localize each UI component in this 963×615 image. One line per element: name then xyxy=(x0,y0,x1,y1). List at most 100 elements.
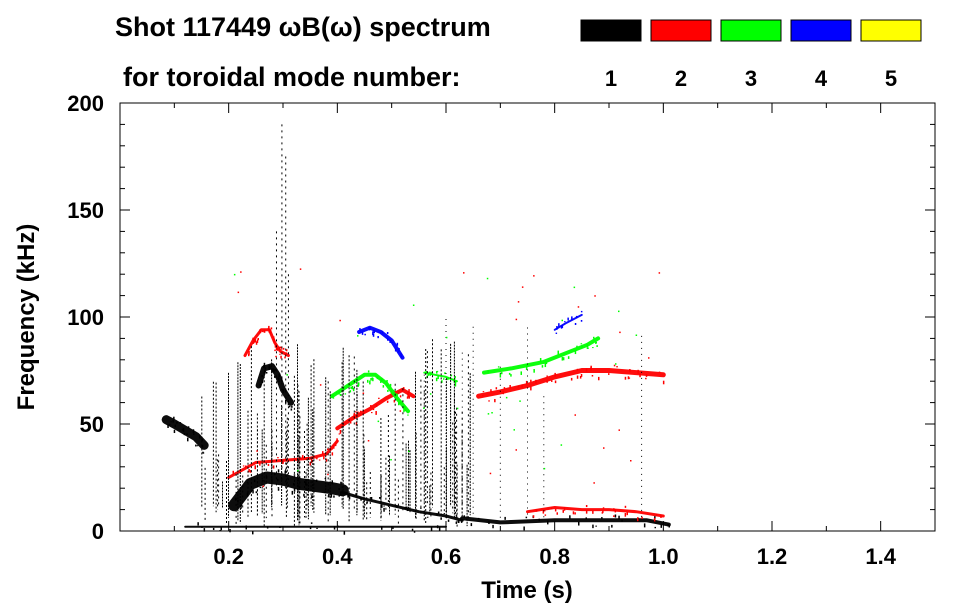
mode-1-speck xyxy=(455,521,458,524)
legend-label-5: 5 xyxy=(885,66,897,91)
mode-4-speck xyxy=(377,336,379,339)
mode-1-speck xyxy=(268,366,270,370)
mode-2-speck xyxy=(362,411,365,414)
scatter-dot xyxy=(399,410,402,412)
mode-4-feature xyxy=(357,325,405,360)
mode-2-speck xyxy=(535,509,538,512)
mode-2-speck xyxy=(253,338,255,343)
mode-2-speck xyxy=(309,461,312,466)
mode-1-speck xyxy=(331,483,334,485)
mode-4-speck xyxy=(372,331,374,336)
mode-1-speck xyxy=(436,525,439,529)
mode-1-speck xyxy=(492,524,494,529)
mode-1-speck xyxy=(183,433,186,436)
mode-1-speck xyxy=(265,372,268,374)
mode-2-speck xyxy=(272,465,275,469)
mode-3-speck xyxy=(454,376,456,379)
scatter-dot xyxy=(593,482,595,484)
mode-1-speck xyxy=(611,524,613,528)
mode-1-speck xyxy=(323,491,326,494)
mode-3-speck xyxy=(380,378,383,382)
mode-2-speck xyxy=(336,438,338,443)
scatter-dot xyxy=(327,448,329,450)
mode-2-speck xyxy=(259,329,261,333)
mode-2-speck xyxy=(407,392,409,396)
mode-2-speck xyxy=(386,400,389,403)
mode-2-speck xyxy=(248,469,250,473)
mode-1-speck xyxy=(274,375,276,378)
mode-2-speck xyxy=(590,367,592,371)
mode-1-speck xyxy=(668,525,670,528)
mode-1-speck xyxy=(280,377,283,382)
mode-1-speck xyxy=(252,530,254,535)
mode-2-speck xyxy=(645,374,648,377)
x-tick-label: 1.0 xyxy=(648,544,679,569)
scatter-dot xyxy=(515,318,518,321)
mode-3-speck xyxy=(382,385,385,388)
mode-2-speck xyxy=(637,369,639,374)
mode-2-speck xyxy=(353,412,356,416)
mode-1-feature xyxy=(161,415,209,454)
scatter-dot xyxy=(327,473,329,476)
mode-1-speck xyxy=(284,388,287,393)
mode-1-speck xyxy=(182,427,185,432)
legend-label-1: 1 xyxy=(605,66,617,91)
mode-2-speck xyxy=(269,330,272,332)
mode-1-speck xyxy=(523,526,525,531)
mode-2-speck xyxy=(277,457,279,459)
legend-swatch-1 xyxy=(580,19,642,42)
mode-2-feature xyxy=(243,325,290,359)
mode-2-speck xyxy=(494,399,496,403)
mode-1-speck xyxy=(330,493,333,498)
mode-4-speck xyxy=(372,333,375,337)
mode-2-speck xyxy=(521,384,523,388)
mode-1-speck xyxy=(538,518,540,522)
mode-2-speck xyxy=(318,459,321,461)
mode-1-speck xyxy=(278,373,280,377)
mode-1-speck xyxy=(337,525,339,527)
mode-1-speck xyxy=(187,437,189,442)
mode-3-speck xyxy=(557,350,559,355)
scatter-dot xyxy=(367,440,370,442)
mode-2-speck xyxy=(248,353,250,357)
mode-3-speck xyxy=(450,374,453,377)
scatter-dot xyxy=(275,355,277,358)
mode-1-speck xyxy=(168,423,171,426)
mode-3-speck xyxy=(349,390,352,393)
mode-1-speck xyxy=(176,421,178,424)
mode-3-speck xyxy=(586,344,589,348)
mode-1-feature xyxy=(255,362,295,411)
mode-1-speck xyxy=(305,479,307,481)
mode-3-speck xyxy=(398,402,400,406)
mode-1-speck xyxy=(383,507,385,512)
mode-1-speck xyxy=(348,496,351,500)
mode-3-speck xyxy=(580,343,583,345)
mode-4-speck xyxy=(571,316,573,321)
mode-1-trace xyxy=(228,471,349,512)
mode-1-speck xyxy=(201,438,203,442)
x-tick-label: 0.2 xyxy=(213,544,244,569)
mode-2-speck xyxy=(322,451,324,455)
legend-swatch-3 xyxy=(720,19,782,42)
legend-label-2: 2 xyxy=(675,66,687,91)
mode-2-speck xyxy=(371,412,373,414)
mode-2-trace xyxy=(476,368,666,399)
mode-1-speck xyxy=(340,481,342,485)
mode-2-speck xyxy=(355,411,357,413)
mode-3-speck xyxy=(352,388,355,392)
mode-1-speck xyxy=(316,527,318,529)
mode-3-speck xyxy=(386,384,389,387)
mode-2-speck xyxy=(342,423,344,428)
mode-3-feature xyxy=(329,370,410,416)
mode-2-speck xyxy=(576,368,579,371)
mode-2-speck xyxy=(655,514,658,516)
mode-2-speck xyxy=(406,396,409,399)
mode-2-speck xyxy=(628,377,631,379)
mode-2-speck xyxy=(629,369,631,372)
mode-1-speck xyxy=(297,477,299,480)
mode-2-speck xyxy=(273,338,275,343)
mode-4-speck xyxy=(368,329,371,331)
mode-1-speck xyxy=(285,399,287,404)
mode-2-speck xyxy=(375,404,378,407)
scatter-dot xyxy=(237,291,240,294)
